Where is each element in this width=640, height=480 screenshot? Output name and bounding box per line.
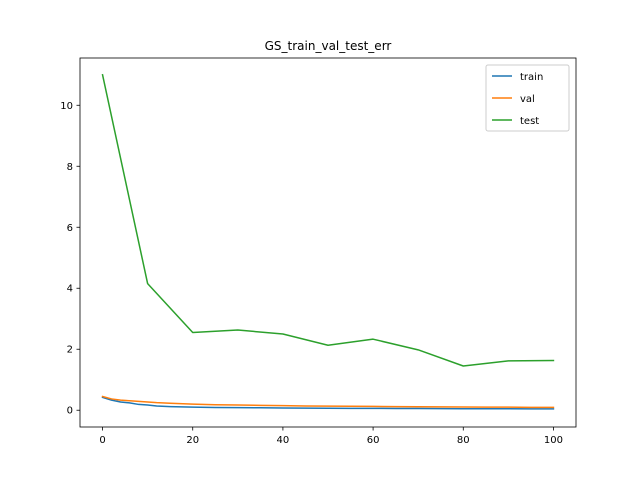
axes: 0 20 40 60 80 100 0 2 4 6 8 10 [60,57,577,446]
legend-box [485,64,570,132]
x-tick-label: 20 [186,435,199,446]
series-line-val [101,395,555,409]
chart-title: GS_train_val_test_err [265,39,392,53]
y-tick-label: 10 [60,101,73,112]
x-tick-label: 60 [367,435,380,446]
x-tick-label: 40 [277,435,290,446]
x-tick-label: 80 [457,435,470,446]
series-line-test [101,73,555,367]
legend-label-val: val [520,94,535,105]
x-tick-label: 100 [544,435,563,446]
y-tick-label: 8 [67,162,73,173]
y-tick-label: 0 [67,406,73,417]
plot-area [101,73,555,410]
legend-label-test: test [520,116,539,127]
x-tick-label: 0 [99,435,105,446]
axes-frame [79,57,577,428]
y-tick-label: 2 [67,345,73,356]
legend-label-train: train [520,72,543,83]
y-tick-label: 6 [67,223,73,234]
y-tick-label: 4 [67,284,73,295]
series-line-train [101,396,555,410]
legend: train val test [485,64,570,132]
